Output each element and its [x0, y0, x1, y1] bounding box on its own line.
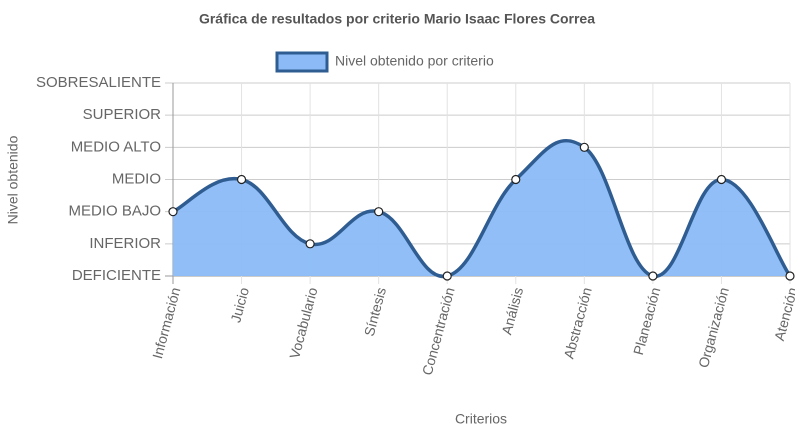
x-tick-label: Vocabulario — [286, 285, 320, 360]
y-tick-label: SOBRESALIENTE — [36, 74, 161, 91]
x-tick-label: Atención — [771, 286, 795, 343]
point — [236, 174, 247, 185]
point — [579, 142, 589, 152]
point — [374, 207, 384, 217]
point — [785, 271, 795, 281]
x-tick-label: Análisis — [498, 286, 526, 337]
point — [511, 174, 521, 185]
y-axis-label: Nivel obtenido — [5, 135, 21, 224]
point — [648, 271, 658, 281]
x-tick-label: Juicio — [227, 285, 252, 324]
point — [716, 174, 727, 185]
x-tick-label: Síntesis — [361, 286, 389, 338]
x-tick-label: Organización — [695, 286, 732, 370]
line — [172, 138, 792, 278]
point — [305, 239, 315, 249]
legend-swatch — [275, 51, 329, 73]
x-axis-label: Criterios — [455, 411, 507, 427]
x-tick-label: Información — [149, 286, 183, 361]
legend-label: Nivel obtenido por criterio — [335, 53, 494, 69]
y-tick-label: DEFICIENTE — [72, 267, 161, 284]
x-tick-label: Planeación — [630, 286, 663, 357]
point — [442, 271, 452, 281]
x-tick-label: Concentración — [419, 286, 458, 377]
point — [168, 207, 178, 217]
y-tick-label: SUPERIOR — [83, 106, 162, 123]
y-tick-label: MEDIO — [112, 170, 161, 187]
x-tick-label: Abstracción — [560, 286, 594, 361]
y-tick-label: MEDIO BAJO — [68, 203, 161, 220]
chart-title: Gráfica de resultados por criterio Mario… — [199, 11, 595, 27]
y-tick-label: MEDIO ALTO — [71, 138, 161, 155]
y-tick-label: INFERIOR — [89, 235, 161, 252]
